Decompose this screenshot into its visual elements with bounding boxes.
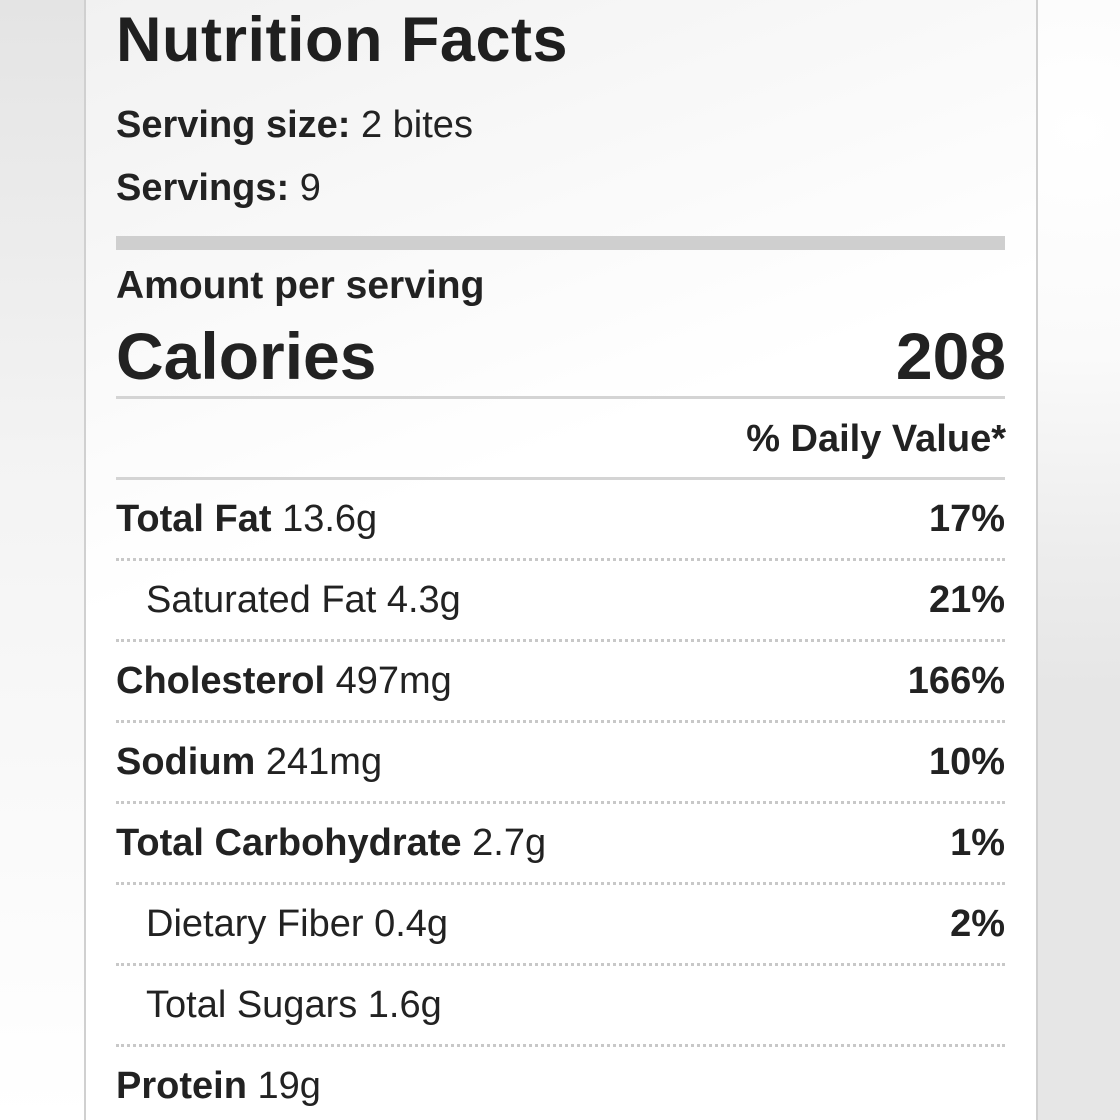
nutrient-amount: 2.7g <box>472 822 547 864</box>
label-title: Nutrition Facts <box>116 5 569 75</box>
nutrient-name: Total Carbohydrate <box>116 822 462 864</box>
servings-label: Servings: <box>116 167 290 209</box>
nutrient-row-total-carbohydrate: Total Carbohydrate 2.7g 1% <box>116 804 1005 885</box>
nutrient-daily-value: 17% <box>928 498 1005 540</box>
nutrient-daily-value: 166% <box>907 660 1005 702</box>
nutrient-row-sodium: Sodium 241mg 10% <box>116 723 1005 804</box>
nutrient-list: Total Fat 13.6g 17% Saturated Fat 4.3g 2… <box>116 480 1005 1120</box>
nutrient-amount: 497mg <box>335 660 452 702</box>
background-glow <box>0 0 90 1120</box>
nutrient-row-total-sugars: Total Sugars 1.6g <box>116 966 1005 1047</box>
nutrient-daily-value: 10% <box>928 741 1005 783</box>
nutrient-row-total-fat: Total Fat 13.6g 17% <box>116 480 1005 561</box>
nutrient-amount: 13.6g <box>282 498 378 540</box>
nutrient-name: Saturated Fat <box>146 579 377 621</box>
nutrient-name: Dietary Fiber <box>146 903 364 945</box>
serving-size-line: Serving size: 2 bites <box>116 104 473 147</box>
nutrient-amount: 19g <box>257 1065 321 1107</box>
servings-line: Servings: 9 <box>116 167 321 210</box>
daily-value-header: % Daily Value* <box>746 418 1006 460</box>
nutrient-name: Total Fat <box>116 498 272 540</box>
nutrient-name: Total Sugars <box>146 984 358 1026</box>
calories-value: 208 <box>895 319 1006 393</box>
calories-label: Calories <box>116 319 377 393</box>
nutrient-daily-value: 21% <box>928 579 1005 621</box>
serving-size-label: Serving size: <box>116 104 351 146</box>
thick-divider <box>116 236 1005 250</box>
nutrient-amount: 0.4g <box>374 903 449 945</box>
nutrient-name: Protein <box>116 1065 247 1107</box>
serving-size-value: 2 bites <box>360 104 473 146</box>
nutrient-row-protein: Protein 19g <box>116 1047 1005 1120</box>
divider <box>116 477 1005 480</box>
nutrient-daily-value: 1% <box>950 822 1005 864</box>
amount-per-serving: Amount per serving <box>116 264 485 307</box>
nutrient-name: Cholesterol <box>116 660 326 702</box>
nutrient-amount: 4.3g <box>386 579 461 621</box>
nutrient-row-cholesterol: Cholesterol 497mg 166% <box>116 642 1005 723</box>
divider <box>116 396 1005 399</box>
nutrient-name: Sodium <box>116 741 256 783</box>
nutrient-row-saturated-fat: Saturated Fat 4.3g 21% <box>116 561 1005 642</box>
nutrient-amount: 241mg <box>265 741 383 783</box>
servings-value: 9 <box>299 167 321 209</box>
nutrient-row-dietary-fiber: Dietary Fiber 0.4g 2% <box>116 885 1005 966</box>
nutrient-amount: 1.6g <box>367 984 442 1026</box>
nutrient-daily-value: 2% <box>950 903 1005 945</box>
